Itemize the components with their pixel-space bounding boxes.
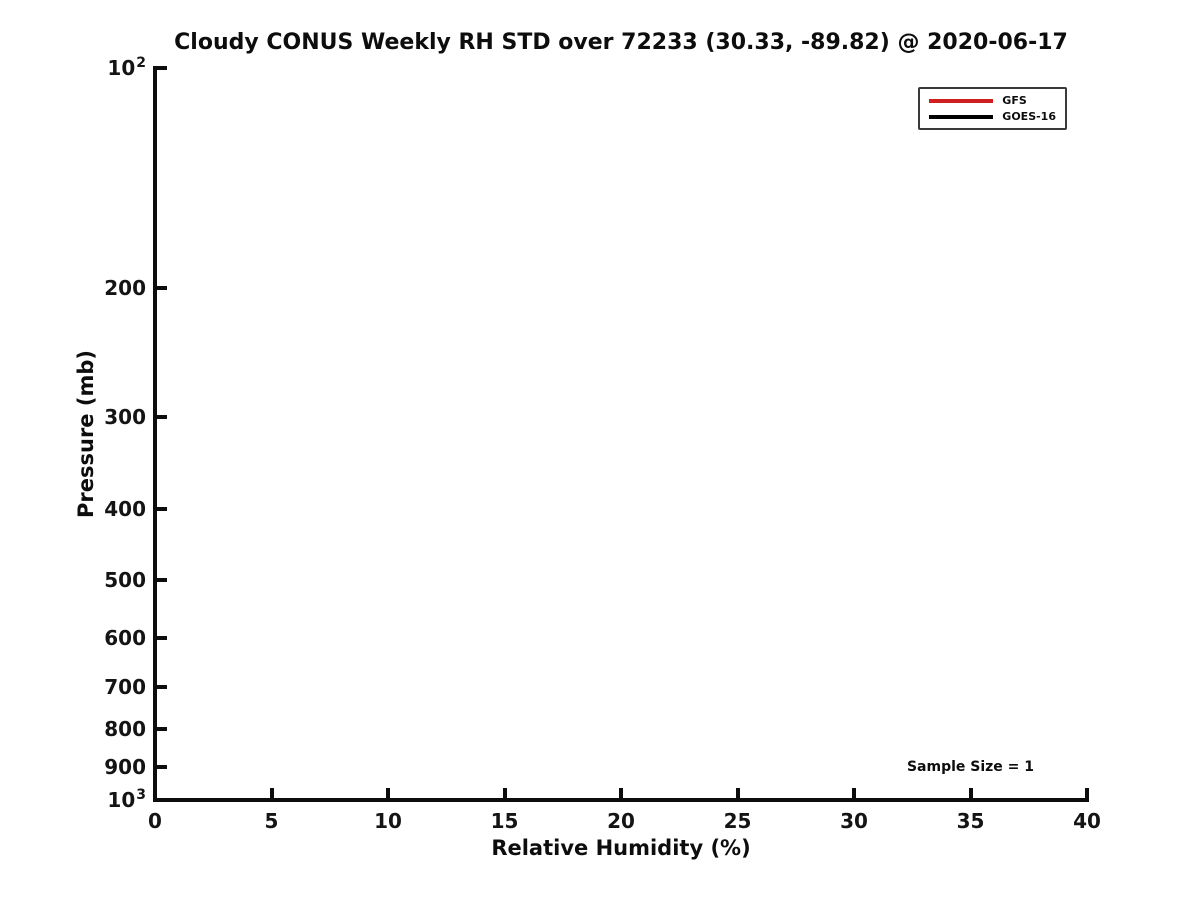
y-axis-label: Pressure (mb): [74, 350, 98, 518]
y-tick: [157, 415, 167, 420]
y-tick: [157, 764, 167, 769]
x-tick: [269, 788, 274, 798]
x-tick: [1085, 788, 1089, 798]
y-tick: [157, 286, 167, 291]
y-tick-label: 500: [104, 567, 146, 592]
x-tick: [619, 788, 623, 798]
y-tick-label: 700: [104, 674, 146, 699]
x-tick-label: 30: [840, 809, 868, 833]
x-tick: [502, 788, 507, 798]
x-tick: [153, 788, 157, 798]
x-tick: [968, 788, 973, 798]
x-axis-label: Relative Humidity (%): [491, 836, 751, 860]
sample-size-annotation: Sample Size = 1: [906, 758, 1035, 775]
x-tick-label: 35: [956, 809, 985, 833]
y-tick-label: 800: [104, 717, 146, 742]
legend: GFS GOES-16: [918, 87, 1067, 130]
plot-area: GFS GOES-16 Sample Size = 1 0 5 10 15 20 25 30 3…: [104, 55, 1101, 833]
y-tick: [157, 684, 167, 689]
x-tick-label: 0: [148, 809, 162, 833]
y-tick-label: 900: [104, 754, 146, 779]
y-tick-label: 300: [104, 405, 146, 430]
x-tick: [386, 788, 390, 798]
y-tick: [157, 577, 167, 582]
y-tick-label: 103: [107, 787, 146, 812]
x-tick-label: 25: [723, 809, 752, 833]
legend-entry-label: GFS: [1002, 94, 1027, 107]
y-tick: [157, 506, 167, 511]
y-tick: [157, 66, 167, 70]
y-axis-spine: [153, 66, 157, 802]
x-tick-label: 10: [374, 809, 402, 833]
legend-line-swatch: [929, 98, 994, 103]
x-tick-label: 5: [264, 809, 279, 833]
y-tick: [157, 727, 167, 732]
x-tick: [735, 788, 740, 798]
y-tick-label: 102: [107, 55, 146, 80]
x-tick-label: 15: [490, 809, 519, 833]
x-tick-label: 40: [1073, 809, 1101, 833]
y-tick: [157, 798, 167, 802]
y-tick-label: 600: [104, 625, 146, 650]
legend-entry-label: GOES-16: [1002, 110, 1056, 123]
y-tick: [157, 635, 167, 640]
x-axis-spine: [153, 798, 1089, 802]
x-tick-label: 20: [607, 809, 635, 833]
chart-title: Cloudy CONUS Weekly RH STD over 72233 (3…: [174, 30, 1068, 55]
legend-entry: GFS: [929, 94, 1056, 107]
legend-line-swatch: [929, 114, 994, 119]
y-tick-label: 400: [104, 496, 146, 521]
y-tick-label: 200: [104, 276, 146, 301]
legend-entry: GOES-16: [929, 110, 1056, 123]
x-tick: [852, 788, 856, 798]
